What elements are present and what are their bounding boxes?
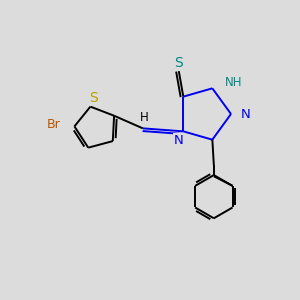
Text: N: N [174,134,184,147]
Text: S: S [174,56,183,70]
Text: N: N [241,107,250,121]
Text: Br: Br [47,118,61,131]
Text: S: S [89,91,98,105]
Text: NH: NH [225,76,242,89]
Text: H: H [140,111,149,124]
